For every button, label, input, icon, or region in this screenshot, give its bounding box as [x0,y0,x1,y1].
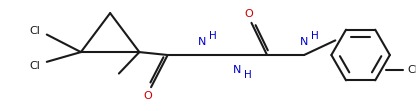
Text: Cl: Cl [408,65,416,75]
Text: H: H [208,32,216,42]
Text: Cl: Cl [30,61,40,71]
Text: Cl: Cl [30,26,40,36]
Text: H: H [244,70,251,80]
Text: O: O [144,91,153,101]
Text: N: N [300,37,308,47]
Text: O: O [244,9,253,19]
Text: N: N [198,37,206,47]
Text: H: H [311,32,319,42]
Text: N: N [233,65,241,75]
